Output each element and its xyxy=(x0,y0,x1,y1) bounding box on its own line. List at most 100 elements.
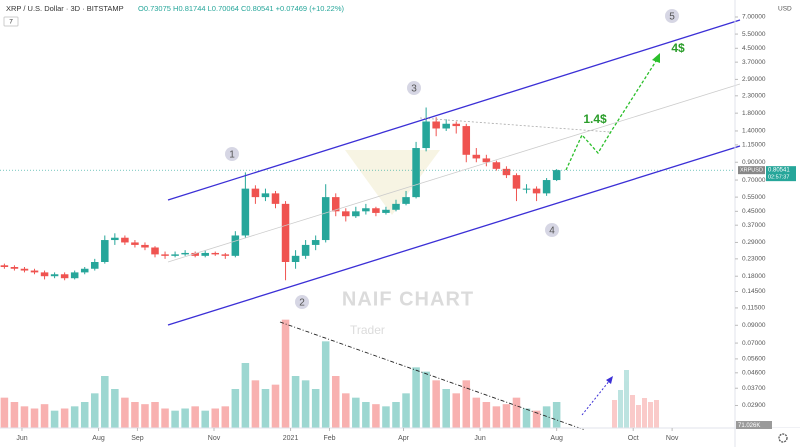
y-tick-label: 1.80000 xyxy=(742,110,766,117)
price: 0.80541 xyxy=(768,168,790,174)
candle-body xyxy=(70,272,79,279)
badge-box[interactable] xyxy=(3,16,19,27)
wave-circle xyxy=(295,295,309,309)
volume-bar xyxy=(472,397,481,428)
volume-bar xyxy=(101,376,109,428)
arrow-head xyxy=(652,53,660,63)
y-tick-label: 0.29000 xyxy=(742,239,766,246)
candle-body xyxy=(462,126,471,155)
drawings: 1 2 3 4 5 1.4$ 4$ xyxy=(167,9,741,431)
candle-body xyxy=(141,244,149,248)
candle-body xyxy=(241,188,250,236)
x-tick-label: Jun xyxy=(16,435,27,442)
candle-body xyxy=(432,121,440,129)
volume-bar xyxy=(10,402,19,428)
x-tick-label: Oct xyxy=(628,435,639,442)
candle-body xyxy=(231,235,240,256)
x-tick-label: Apr xyxy=(398,435,410,442)
candle-body xyxy=(211,252,220,255)
volume-bar xyxy=(40,404,49,428)
candle-body xyxy=(0,265,9,268)
ghost-bar xyxy=(648,402,653,428)
y-tick-label: 0.37000 xyxy=(742,222,766,229)
candle-body xyxy=(352,211,360,217)
candle-body xyxy=(382,209,390,213)
channel-mid xyxy=(167,83,741,263)
ticker: XRPUSD xyxy=(740,168,763,174)
volume-bar xyxy=(532,410,541,428)
volume-bar xyxy=(191,406,199,428)
volume-bar xyxy=(412,367,420,428)
volume-bar xyxy=(482,402,491,428)
watermark-sub: Trader xyxy=(350,323,385,337)
candle-body xyxy=(362,208,370,212)
candle-body xyxy=(171,254,179,256)
volume-bar xyxy=(502,404,511,428)
volume-bar xyxy=(211,408,220,428)
candle-body xyxy=(412,148,420,198)
volume-bar xyxy=(171,410,179,428)
volume-bar xyxy=(221,406,230,428)
projection xyxy=(565,57,659,171)
x-tick-label: Aug xyxy=(92,435,105,442)
y-tick-label: 0.11500 xyxy=(742,305,765,312)
volume-bar xyxy=(291,376,300,428)
currency: USD xyxy=(778,6,792,13)
candle-body xyxy=(472,154,481,159)
target-label: 1.4$ xyxy=(583,112,607,126)
candle-body xyxy=(161,254,169,256)
ghost-bar xyxy=(618,390,623,428)
volume-bar xyxy=(201,410,209,428)
volume-bar xyxy=(271,384,280,428)
wave-labels: 1 2 3 4 5 1.4$ 4$ xyxy=(225,9,685,309)
candle-body xyxy=(50,274,59,277)
candle-body xyxy=(40,272,49,277)
volume-bar xyxy=(452,393,461,428)
volume-bar xyxy=(151,402,159,428)
y-tick-label: 2.90000 xyxy=(742,76,766,83)
candle-body xyxy=(331,197,340,212)
channel-bottom xyxy=(167,145,741,326)
wave-circle xyxy=(225,147,239,161)
x-tick-label: Sep xyxy=(131,435,144,442)
y-tick-label: 2.30000 xyxy=(742,93,766,100)
badge[interactable]: 7 xyxy=(9,19,13,26)
candle-body xyxy=(201,252,209,256)
x-tick-label: Nov xyxy=(208,435,221,442)
ghost-bar xyxy=(624,370,629,428)
volume-bar xyxy=(121,397,129,428)
settings-icon[interactable] xyxy=(778,433,788,443)
volume-bar xyxy=(161,408,169,428)
volume-bar xyxy=(241,363,250,428)
candle-body xyxy=(20,268,29,271)
x-tick-label: Feb xyxy=(323,435,335,442)
candle-body xyxy=(532,188,541,194)
volume-bar xyxy=(382,406,390,428)
candle-body xyxy=(452,123,461,127)
wave-circle xyxy=(545,223,559,237)
volume-bar xyxy=(442,389,450,428)
target-label: 4$ xyxy=(671,41,685,55)
wave-label: 3 xyxy=(411,84,417,95)
ohlc-values: O0.73075 H0.81744 L0.70064 C0.80541 +0.0… xyxy=(138,4,345,13)
candle-body xyxy=(111,237,119,241)
candle-body xyxy=(422,121,430,149)
watermark: NAIF CHART Trader xyxy=(342,150,473,337)
candle-body xyxy=(442,123,450,129)
candle-body xyxy=(512,175,521,189)
ghost-bar xyxy=(630,395,635,428)
candle-body xyxy=(271,193,280,204)
candle-body xyxy=(131,242,139,245)
wave-circle xyxy=(665,9,679,23)
volume-bar xyxy=(542,406,551,428)
volume-bar xyxy=(432,380,440,428)
volume-bar xyxy=(181,408,189,428)
volume-bar xyxy=(231,389,240,428)
y-tick-label: 1.40000 xyxy=(742,128,766,135)
volume-bar xyxy=(321,341,330,428)
volume-bar xyxy=(311,389,320,428)
candle-body xyxy=(482,158,491,163)
candle-body xyxy=(542,180,551,194)
candle-body xyxy=(372,208,380,213)
